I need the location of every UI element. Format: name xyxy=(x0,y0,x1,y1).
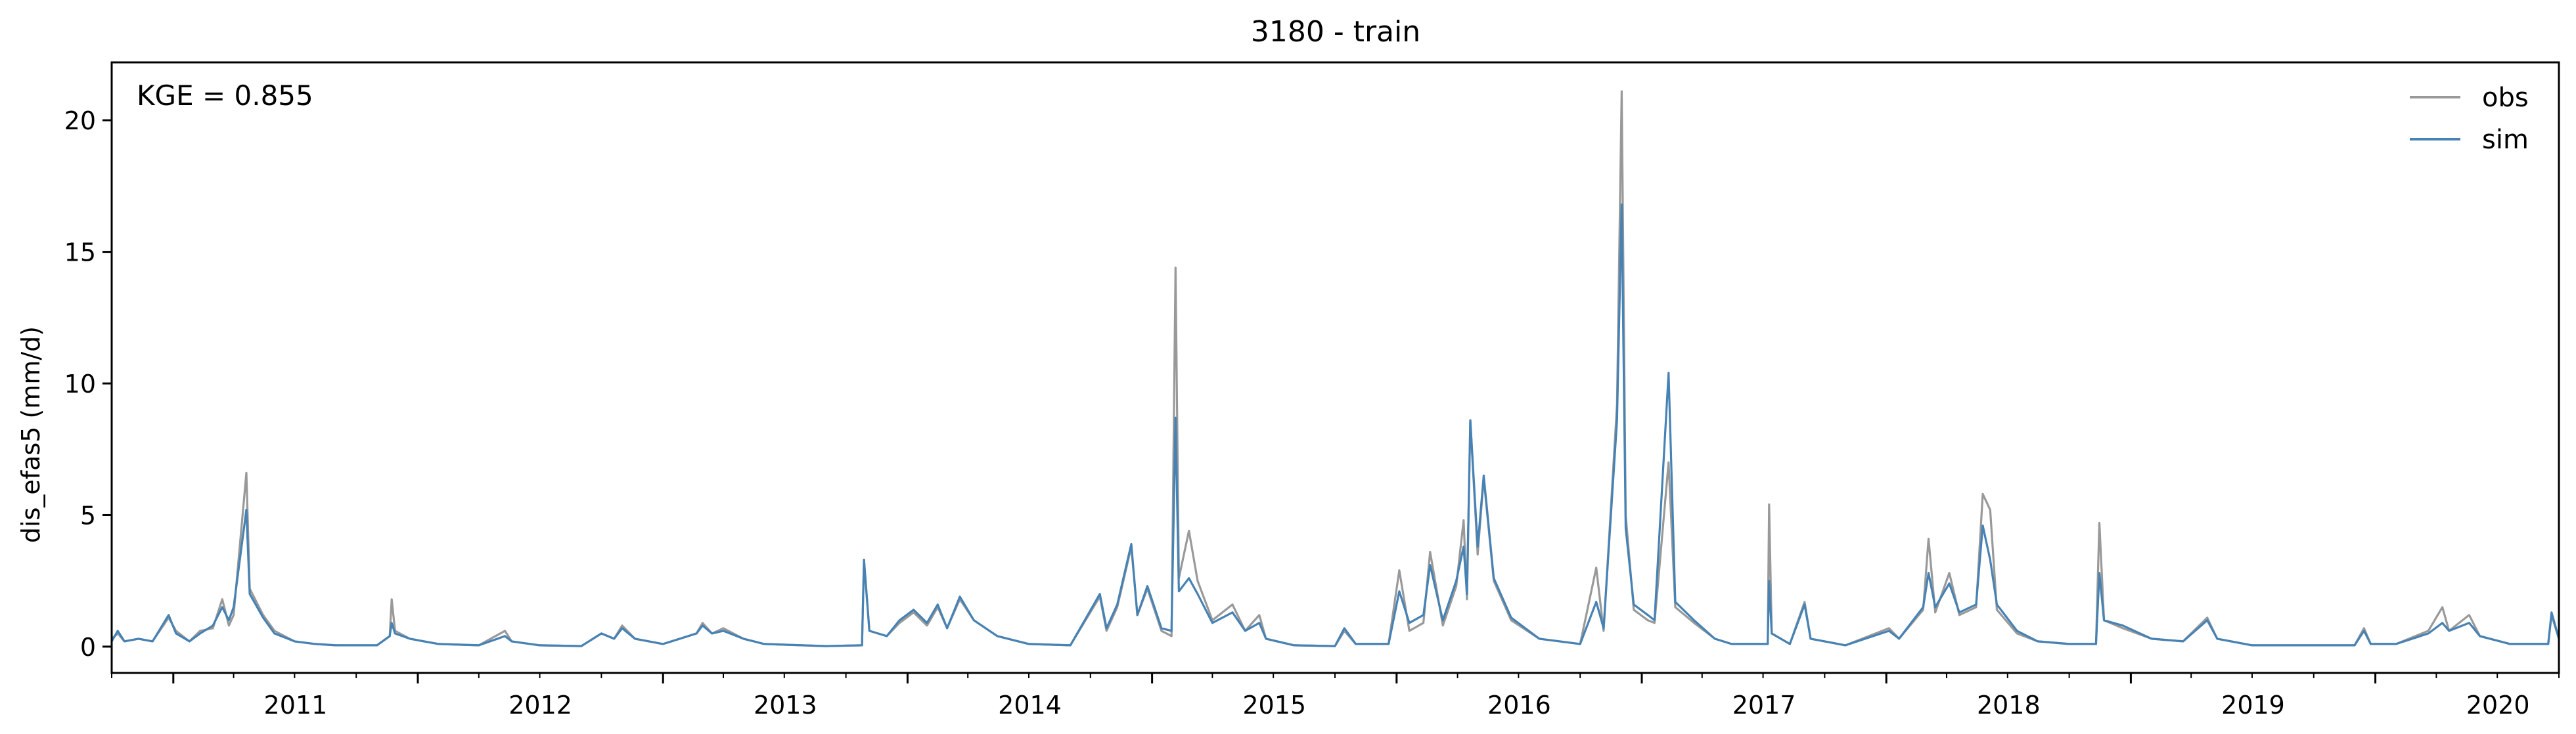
x-tick-label: 2020 xyxy=(2466,691,2530,720)
x-tick-label: 2019 xyxy=(2221,691,2285,720)
legend-obs-label: obs xyxy=(2482,83,2529,113)
x-tick-label: 2012 xyxy=(508,691,572,720)
y-tick-label: 0 xyxy=(80,633,96,662)
series-line-obs xyxy=(110,90,2560,647)
chart-title: 3180 - train xyxy=(1251,15,1420,49)
y-axis-label: dis_efas5 (mm/d) xyxy=(16,326,45,543)
y-tick-label: 15 xyxy=(64,238,96,267)
y-tick-label: 20 xyxy=(64,106,96,135)
x-tick-label: 2016 xyxy=(1487,691,1551,720)
x-tick-label: 2011 xyxy=(264,691,328,720)
plot-area: 0 5 10 15 20 2011 2012 2013 2014 2015 2016 2017 2018… xyxy=(64,90,2560,720)
y-tick-label: 10 xyxy=(64,370,96,399)
series-line-sim xyxy=(110,203,2560,647)
kge-annotation: KGE = 0.855 xyxy=(137,79,313,112)
x-tick-label: 2013 xyxy=(754,691,817,720)
legend: obs sim xyxy=(2410,83,2529,155)
y-tick-label: 5 xyxy=(80,501,96,530)
x-tick-label: 2018 xyxy=(1977,691,2041,720)
x-tick-label: 2014 xyxy=(998,691,1062,720)
x-tick-label: 2015 xyxy=(1242,691,1306,720)
x-tick-label: 2017 xyxy=(1732,691,1796,720)
plot-frame xyxy=(110,61,2560,674)
legend-sim-label: sim xyxy=(2482,125,2529,155)
